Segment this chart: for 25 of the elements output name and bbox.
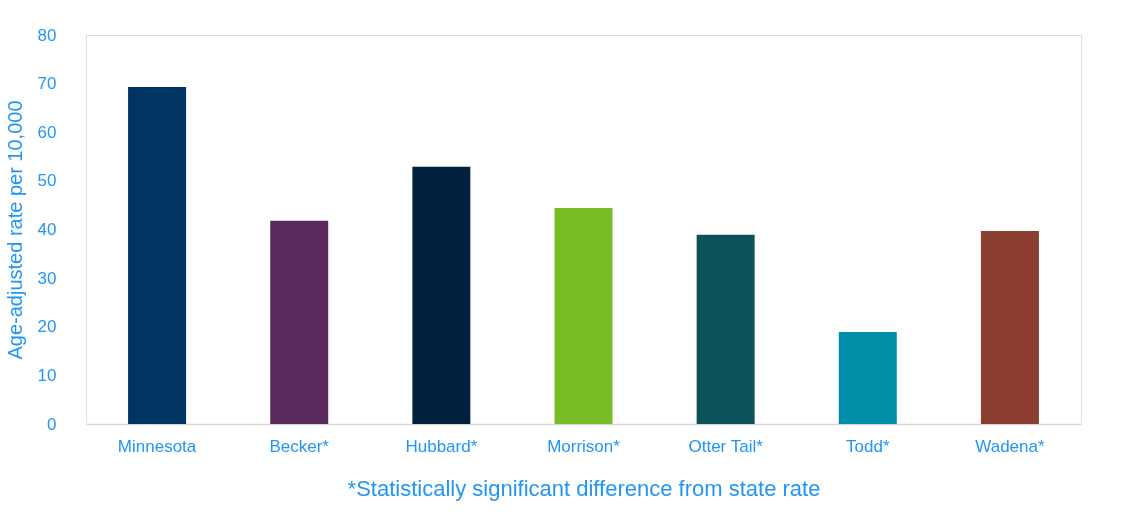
x-tick-label: Hubbard* bbox=[405, 436, 478, 456]
bar bbox=[554, 208, 613, 424]
y-tick-label: 50 bbox=[37, 171, 57, 191]
bar bbox=[696, 234, 755, 424]
bar bbox=[980, 230, 1039, 424]
bar bbox=[412, 166, 471, 424]
y-tick-label: 70 bbox=[37, 74, 57, 94]
x-tick-label: Otter Tail* bbox=[688, 436, 764, 456]
bar bbox=[128, 87, 187, 424]
y-tick-label: 10 bbox=[37, 365, 57, 385]
y-axis-title: Age-adjusted rate per 10,000 bbox=[3, 100, 26, 360]
y-tick-label: 80 bbox=[37, 25, 57, 45]
bar bbox=[838, 332, 897, 424]
y-tick-label: 60 bbox=[37, 122, 57, 142]
y-tick-label: 20 bbox=[37, 317, 57, 337]
x-tick-label: Wadena* bbox=[975, 436, 1045, 456]
y-tick-label: 0 bbox=[47, 414, 57, 434]
x-tick-label: Becker* bbox=[269, 436, 330, 456]
x-tick-label: Morrison* bbox=[547, 436, 621, 456]
x-tick-label: Minnesota bbox=[117, 436, 197, 456]
text: *Statistically significant difference from state rate bbox=[347, 475, 821, 501]
y-tick-label: 30 bbox=[37, 268, 57, 288]
y-tick-label: 40 bbox=[37, 220, 57, 239]
bar bbox=[270, 220, 329, 424]
x-tick-label: Todd* bbox=[846, 436, 890, 456]
